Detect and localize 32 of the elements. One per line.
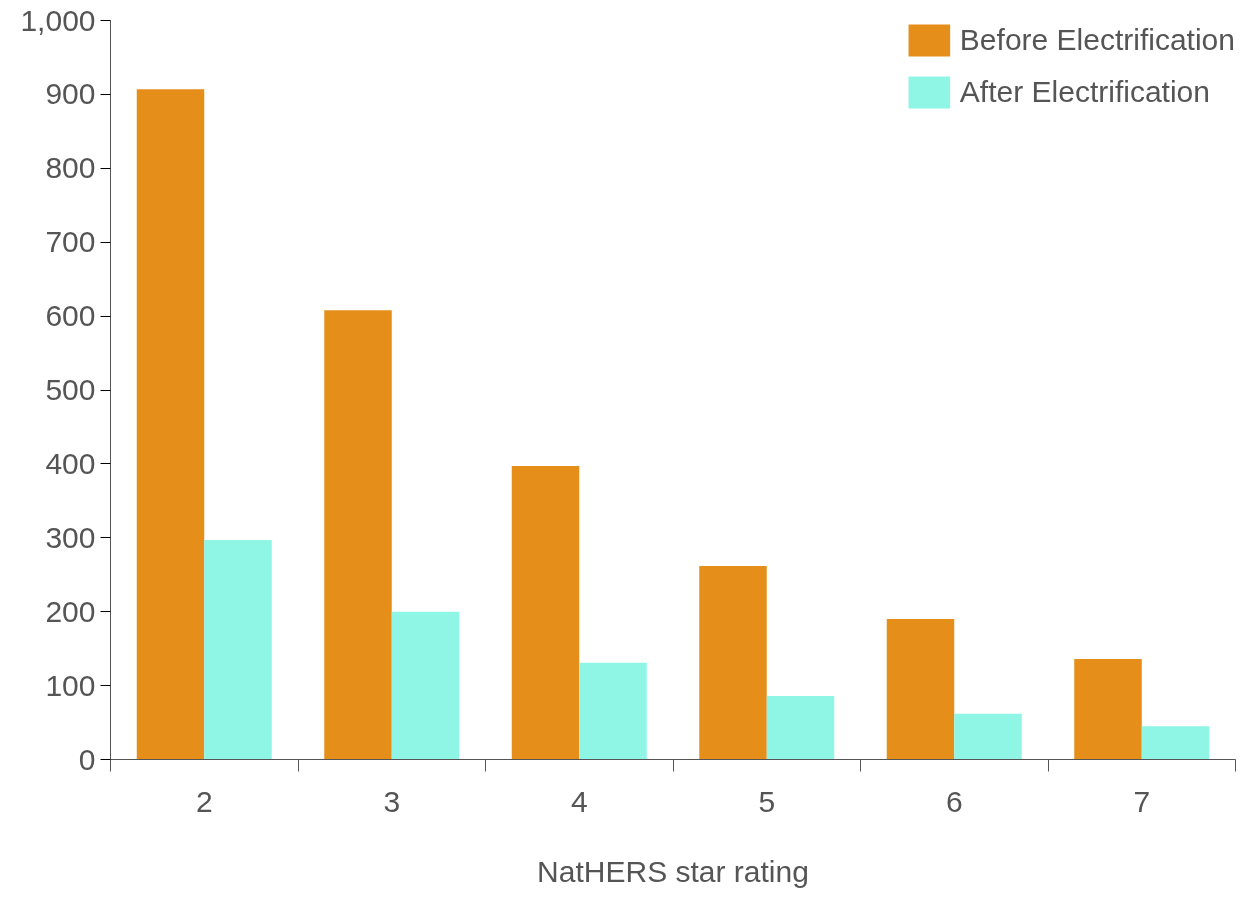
y-tick-label: 500 xyxy=(45,373,96,406)
y-tick-label: 300 xyxy=(45,520,96,554)
bar xyxy=(391,611,460,760)
bar xyxy=(511,466,580,760)
y-tick-label: 100 xyxy=(45,668,96,702)
x-tick-label: 6 xyxy=(945,784,963,818)
bar xyxy=(324,310,392,760)
bar xyxy=(766,695,835,760)
legend-label: Before Electrification xyxy=(959,23,1235,57)
y-tick-label: 1,000 xyxy=(20,3,96,37)
x-tick-label: 5 xyxy=(758,784,776,818)
bar xyxy=(1074,659,1142,760)
bar xyxy=(699,565,767,760)
x-tick-label: 4 xyxy=(570,784,588,818)
bar xyxy=(886,619,955,760)
bar xyxy=(136,89,205,760)
x-tick-label: 2 xyxy=(195,784,213,818)
y-tick-label: 200 xyxy=(45,594,96,628)
bar xyxy=(954,713,1022,760)
y-tick-label: 800 xyxy=(45,151,96,185)
x-axis-title: NatHERS star rating xyxy=(537,854,809,888)
x-tick-label: 3 xyxy=(383,784,401,818)
y-tick-label: 0 xyxy=(78,742,96,776)
y-tick-label: 700 xyxy=(45,225,96,259)
bar xyxy=(204,540,272,760)
y-tick-label: 400 xyxy=(45,446,96,480)
y-tick-label: 900 xyxy=(45,77,96,111)
x-tick-label: 7 xyxy=(1133,784,1151,818)
legend-label: After Electrification xyxy=(959,75,1210,109)
bar xyxy=(579,662,647,760)
bar xyxy=(1141,726,1210,760)
y-tick-label: 600 xyxy=(45,299,96,333)
